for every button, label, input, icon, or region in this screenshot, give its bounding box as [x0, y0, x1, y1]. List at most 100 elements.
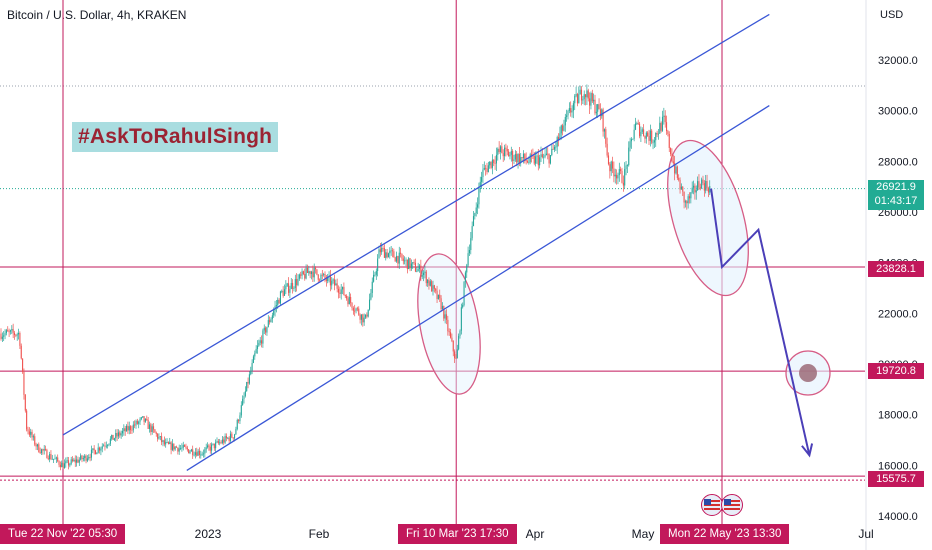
candle-body [585, 94, 587, 98]
candle-body [597, 104, 599, 112]
channel-line [186, 105, 770, 471]
us-flag-icon[interactable] [701, 494, 723, 516]
candle-body [590, 93, 592, 106]
candle-body [641, 129, 643, 132]
candle-body [104, 445, 106, 447]
candle-body [259, 340, 261, 343]
x-tick-label: May [632, 527, 655, 541]
candle-body [336, 283, 338, 289]
candle-body [331, 280, 333, 286]
candle-body [553, 147, 556, 150]
candle-body [591, 93, 593, 102]
candle-body [682, 186, 684, 192]
candle-body [386, 252, 388, 258]
candle-body [478, 186, 480, 205]
candle-body [541, 154, 543, 157]
candle-body [225, 436, 227, 439]
candle-body [524, 153, 526, 160]
candle-body [174, 446, 176, 450]
candle-body [167, 442, 169, 444]
candle-body [483, 167, 485, 170]
candle-body [624, 169, 626, 186]
candle-body [472, 216, 475, 227]
candle-body [180, 448, 182, 450]
candle-body [424, 271, 426, 273]
candle-body [474, 213, 476, 217]
candle-body [57, 457, 59, 462]
candle-body [72, 459, 74, 462]
candle-body [229, 433, 232, 441]
candle-body [651, 130, 653, 143]
candle-body [282, 290, 284, 296]
candle-body [383, 248, 385, 258]
candle-body [93, 448, 95, 451]
candle-body [184, 445, 186, 447]
candle-body [173, 443, 175, 450]
candle-body [502, 153, 504, 157]
candle-body [680, 186, 682, 190]
candle-body [637, 123, 639, 125]
candle-body [271, 315, 273, 319]
candle-body [127, 425, 129, 431]
candle-body [235, 428, 237, 435]
candle-body [589, 98, 591, 106]
candle-body [526, 161, 529, 163]
candle-body [147, 420, 149, 429]
overlay-layer [62, 13, 817, 471]
candle-body [479, 181, 481, 187]
date-label-3: Mon 22 May '23 13:30 [660, 524, 790, 544]
candle-body [263, 327, 265, 331]
date-label-2: Fri 10 Mar '23 17:30 [398, 524, 517, 544]
candle-body [297, 278, 299, 286]
us-flag-icon-2[interactable] [721, 494, 743, 516]
candle-body [325, 278, 327, 281]
candle-body [335, 283, 337, 286]
candle-body [471, 226, 473, 239]
candle-body [356, 308, 358, 310]
candle-body [649, 130, 651, 141]
candle-body [128, 426, 130, 431]
candle-body [458, 335, 460, 350]
candle-body [462, 305, 464, 308]
candle-body [247, 382, 249, 384]
candle-body [460, 307, 462, 331]
candle-body [522, 153, 524, 159]
candle-body [43, 449, 45, 451]
candle-body [612, 161, 614, 169]
candle-body [119, 432, 121, 436]
candle-body [111, 434, 113, 439]
candle-body [543, 156, 545, 158]
candle-body [150, 424, 152, 432]
candle-body [470, 238, 472, 251]
candle-body [636, 123, 638, 125]
candle-body [400, 252, 402, 254]
candle-body [293, 288, 295, 289]
candle-body [586, 90, 588, 98]
candle-body [452, 340, 454, 352]
candle-body [11, 329, 13, 331]
candle-body [466, 265, 468, 273]
candle-body [660, 122, 662, 131]
candle-body [382, 247, 384, 249]
candle-body [175, 446, 178, 448]
candle-body [617, 175, 619, 179]
candle-body [467, 253, 469, 266]
candle-body [23, 371, 25, 395]
x-tick-label: Apr [526, 527, 545, 541]
candle-body [359, 314, 361, 320]
candle-body [456, 349, 458, 359]
candle-body [169, 442, 171, 444]
candle-body [570, 108, 572, 113]
candle-body [428, 279, 430, 286]
candle-body [243, 395, 245, 399]
candle-body [363, 317, 365, 323]
candle-body [389, 250, 391, 254]
candle-body [153, 426, 155, 430]
candle-body [148, 424, 151, 429]
candle-body [378, 249, 380, 259]
candle-body [540, 154, 542, 158]
candle-body [301, 271, 303, 276]
candle-body [364, 314, 367, 318]
candle-body [254, 353, 256, 357]
